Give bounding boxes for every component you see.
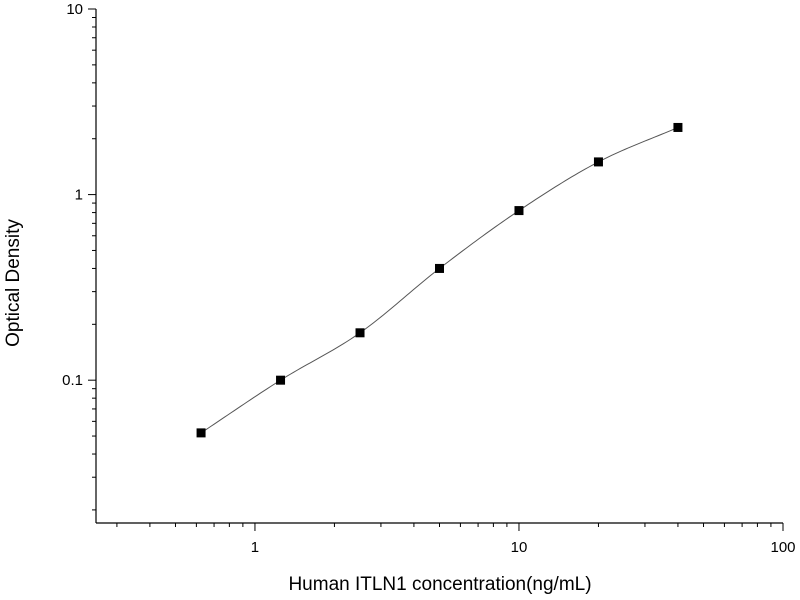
y-axis-title: Optical Density — [3, 219, 24, 347]
data-point-2 — [355, 328, 365, 338]
x-tick-label-0: 1 — [251, 539, 259, 556]
data-point-0 — [196, 428, 206, 438]
y-tick-label-0: 0.1 — [62, 372, 83, 389]
data-points — [196, 122, 683, 438]
data-point-4 — [514, 206, 524, 216]
x-tick-label-1: 10 — [511, 539, 528, 556]
x-tick-label-2: 100 — [770, 539, 795, 556]
y-ticks — [88, 8, 96, 511]
x-axis-title: Human ITLN1 concentration(ng/mL) — [288, 574, 591, 595]
data-point-5 — [593, 157, 603, 167]
y-tick-label-2: 10 — [66, 1, 83, 18]
data-point-3 — [435, 263, 444, 273]
y-tick-label-1: 1 — [75, 187, 83, 204]
x-tick-labels: 1 10 100 — [251, 539, 796, 556]
x-ticks — [116, 523, 784, 531]
fit-curve — [200, 127, 679, 434]
data-point-6 — [673, 122, 683, 132]
y-tick-labels: 0.1 1 10 — [62, 1, 83, 389]
data-point-1 — [276, 375, 286, 385]
